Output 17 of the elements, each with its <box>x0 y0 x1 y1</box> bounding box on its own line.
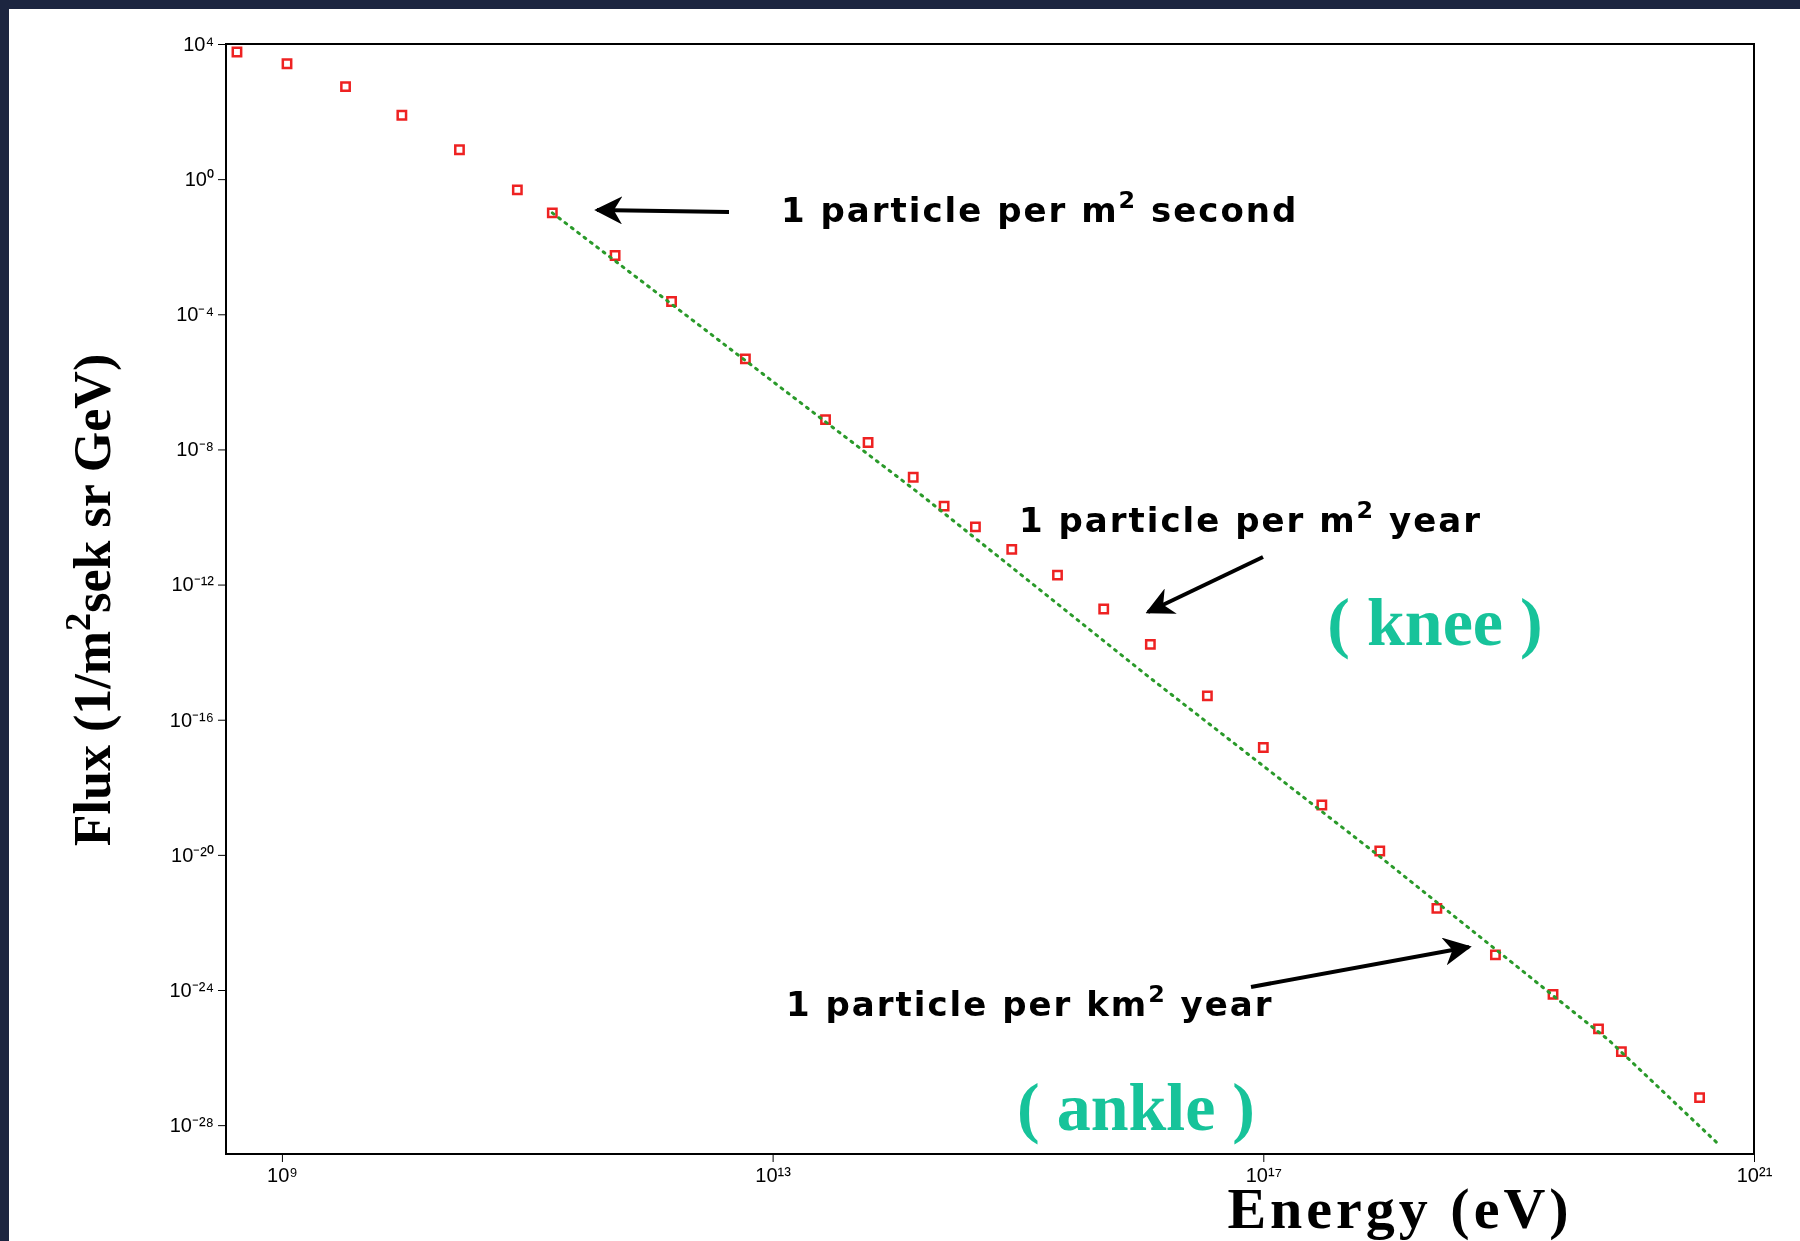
annotation: 1 particle per m$^{2}$ second <box>781 186 1299 230</box>
y-tick-label: 10⁻²⁸ <box>169 1114 214 1137</box>
x-tick-label: 10⁹ <box>267 1164 298 1187</box>
x-tick-label: 10¹³ <box>755 1164 792 1187</box>
y-tick-label: 10⁻²⁰ <box>171 843 214 866</box>
annotation: 1 particle per km$^{2}$ year <box>786 980 1274 1024</box>
y-tick-label: 10⁻¹² <box>171 573 215 596</box>
annotation: ( knee ) <box>1327 584 1543 660</box>
x-tick-label: 10²¹ <box>1736 1164 1773 1187</box>
y-tick-label: 10⁰ <box>184 168 214 191</box>
y-tick-label: 10⁻¹⁶ <box>169 708 214 731</box>
y-tick-label: 10⁻²⁴ <box>169 978 214 1001</box>
y-tick-label: 10⁻⁸ <box>176 438 214 461</box>
annotation: 1 particle per m$^{2}$ year <box>1019 496 1482 540</box>
y-tick-label: 10⁻⁴ <box>176 303 214 326</box>
y-tick-label: 10⁴ <box>183 32 214 55</box>
annotation: ( ankle ) <box>1017 1069 1255 1145</box>
